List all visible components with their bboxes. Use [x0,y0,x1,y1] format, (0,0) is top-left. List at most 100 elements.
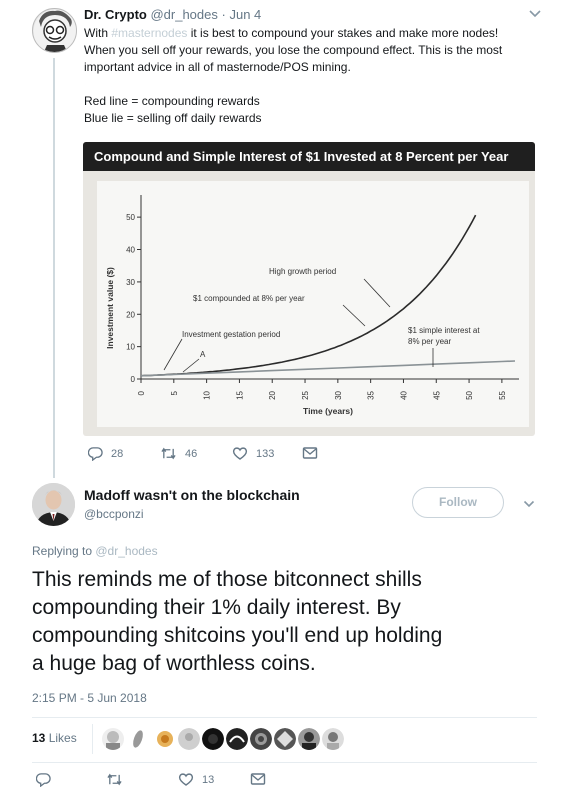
message-button[interactable] [302,446,318,460]
annotation-arrow [342,304,366,327]
like-count: 133 [256,447,275,460]
reply-button[interactable]: 28 [88,446,123,461]
liker-avatar[interactable] [226,728,248,750]
x-tick-label: 40 [399,390,408,399]
annotation-arrow [182,358,200,373]
reply-button[interactable] [36,772,51,787]
x-tick-label: 5 [170,390,179,395]
chart-plot: 0 10 20 30 40 50 0 5 10 15 20 25 30 35 40 45 50 55 Time (y… [97,181,529,427]
liker-avatar[interactable] [127,728,149,750]
reply-avatar[interactable] [32,483,75,526]
thread-line [53,58,55,478]
y-tick-label: 0 [131,375,136,384]
avatar[interactable] [32,8,77,53]
author-name[interactable]: Dr. Crypto [84,7,147,22]
x-tick-label: 45 [432,390,441,399]
reply-text: This reminds me of those bitconnect shil… [32,566,542,678]
reply-count: 28 [111,447,124,460]
text-with: With [84,26,112,40]
tweet-date[interactable]: Jun 4 [229,7,262,22]
replying-prefix: Replying to [32,544,96,558]
like-icon [232,447,248,460]
annotation-simple-rate: 8% per year [408,337,451,346]
reply-icon [36,773,51,787]
chevron-down-icon[interactable] [528,8,542,20]
separator: · [221,7,226,22]
divider [32,717,537,718]
reply-text-line: compounding shitcoins you'll end up hold… [32,624,443,647]
y-tick-label: 40 [126,246,135,255]
x-tick-label: 0 [137,390,146,395]
retweet-count: 46 [185,447,198,460]
reply-text-line: a huge bag of worthless coins. [32,652,316,675]
retweet-button[interactable] [106,772,123,787]
liker-avatar[interactable] [102,728,124,750]
text-line3: important advice in all of masternode/PO… [84,60,351,74]
chart-image[interactable]: Compound and Simple Interest of $1 Inves… [83,142,535,436]
annotation-simple: $1 simple interest at [408,326,480,335]
liker-avatar[interactable] [322,728,344,750]
y-tick-label: 10 [126,343,135,352]
hashtag-link[interactable]: #masternodes [111,26,188,40]
likes-label: Likes [45,731,77,745]
x-tick-label: 30 [334,390,343,399]
x-tick-label: 20 [268,390,277,399]
y-tick-label: 20 [126,310,135,319]
tweet-text: With #masternodes it is best to compound… [84,25,542,127]
text-line4: Red line = compounding rewards [84,94,260,108]
reply-text-line: compounding their 1% daily interest. By [32,596,401,619]
like-button[interactable]: 13 [178,772,214,787]
like-icon [178,773,194,786]
like-count: 13 [202,773,215,786]
annotation-a: A [200,350,206,359]
text-line5: Blue lie = selling off daily rewards [84,111,262,125]
likes-count: 13 [32,731,46,745]
replying-to: Replying to @dr_hodes [32,544,158,558]
liker-avatar[interactable] [298,728,320,750]
liker-avatar[interactable] [274,728,296,750]
x-tick-label: 15 [235,390,244,399]
reply-author-name[interactable]: Madoff wasn't on the blockchain [84,487,300,503]
annotation-arrow [363,278,391,308]
reply-timestamp[interactable]: 2:15 PM - 5 Jun 2018 [32,691,147,705]
chart-title: Compound and Simple Interest of $1 Inves… [83,142,535,171]
plot-background [97,181,529,427]
liker-avatar[interactable] [178,728,200,750]
replying-mention[interactable]: @dr_hodes [95,544,158,558]
series-line-simple [140,360,516,377]
reply-icon [88,447,103,461]
y-tick-label: 50 [126,213,135,222]
retweet-icon [107,773,122,786]
x-axis-label: Time (years) [303,406,353,416]
divider [32,762,537,763]
x-tick-label: 35 [367,390,376,399]
x-tick-label: 25 [301,390,310,399]
text-line1: it is best to compound your stakes and m… [187,26,499,40]
liker-avatar[interactable] [202,728,224,750]
tweet-header: Dr. Crypto @dr_hodes · Jun 4 [84,6,542,24]
retweet-button[interactable]: 46 [160,446,197,461]
liker-avatar[interactable] [250,728,272,750]
message-icon [250,773,266,785]
liker-avatar[interactable] [154,728,176,750]
reply-text-line: This reminds me of those bitconnect shil… [32,568,422,591]
reply-author-handle[interactable]: @bccponzi [84,507,144,521]
author-handle[interactable]: @dr_hodes [150,7,218,22]
text-line2: When you sell off your rewards, you lose… [84,43,503,57]
message-icon [302,447,318,459]
annotation-arrow [163,338,183,371]
x-tick-label: 10 [203,390,212,399]
message-button[interactable] [250,772,266,786]
like-button[interactable]: 133 [232,446,274,461]
retweet-icon [161,447,176,460]
chevron-down-icon[interactable] [523,499,535,509]
x-tick-label: 55 [498,390,507,399]
annotation-high-growth: High growth period [269,267,336,276]
divider [92,724,93,754]
y-axis-label: Investment value ($) [105,267,115,349]
x-tick-label: 50 [465,390,474,399]
likes-stat[interactable]: 13 Likes [32,731,77,745]
follow-button[interactable]: Follow [412,487,504,518]
y-tick-label: 30 [126,278,135,287]
annotation-compounded: $1 compounded at 8% per year [193,294,305,303]
